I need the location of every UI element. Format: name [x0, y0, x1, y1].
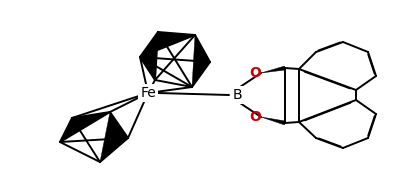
Text: B: B	[232, 88, 242, 102]
Polygon shape	[261, 117, 285, 125]
Text: O: O	[249, 66, 261, 80]
Polygon shape	[60, 112, 110, 142]
Polygon shape	[140, 32, 158, 80]
Polygon shape	[140, 32, 195, 57]
Polygon shape	[261, 66, 285, 73]
Text: Fe: Fe	[140, 86, 156, 100]
Polygon shape	[192, 35, 210, 87]
Text: O: O	[249, 110, 261, 124]
Polygon shape	[100, 112, 128, 162]
